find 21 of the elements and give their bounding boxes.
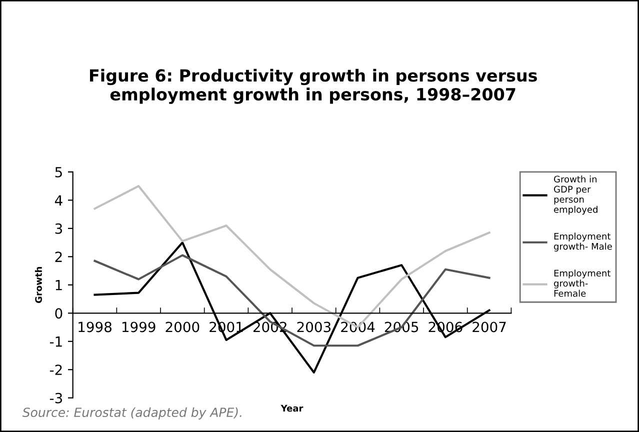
y-tick-label: 5 (55, 167, 62, 178)
y-tick-label: -2 (50, 364, 62, 375)
y-tick-label: 3 (55, 223, 62, 234)
y-tick-label: 2 (55, 252, 62, 262)
y-tick-label: -1 (50, 336, 62, 347)
x-tick-label: 1998 (78, 322, 112, 332)
x-tick-label: 2003 (297, 322, 330, 332)
chart-title: Figure 6: Productivity growth in persons versus employment growth in persons, 1998–2007 (90, 68, 537, 104)
legend-label: Employment growth- Male (554, 232, 612, 252)
y-tick-label: 0 (55, 308, 62, 319)
y-tick-label: -3 (50, 392, 62, 404)
y-tick-label: 4 (54, 195, 62, 206)
legend-label: Employment growth- Female (554, 270, 610, 297)
legend-label: Growth in GDP per person employed (554, 176, 598, 215)
x-tick-label: 2007 (472, 322, 506, 332)
x-axis-title: Year (280, 404, 304, 412)
source-note: Source: Eurostat (adapted by APE). (22, 407, 242, 420)
x-tick-label: 2000 (166, 322, 200, 332)
x-tick-label: 1999 (122, 322, 156, 332)
y-axis-title: Growth (34, 267, 42, 304)
y-tick-label: 1 (56, 280, 62, 290)
